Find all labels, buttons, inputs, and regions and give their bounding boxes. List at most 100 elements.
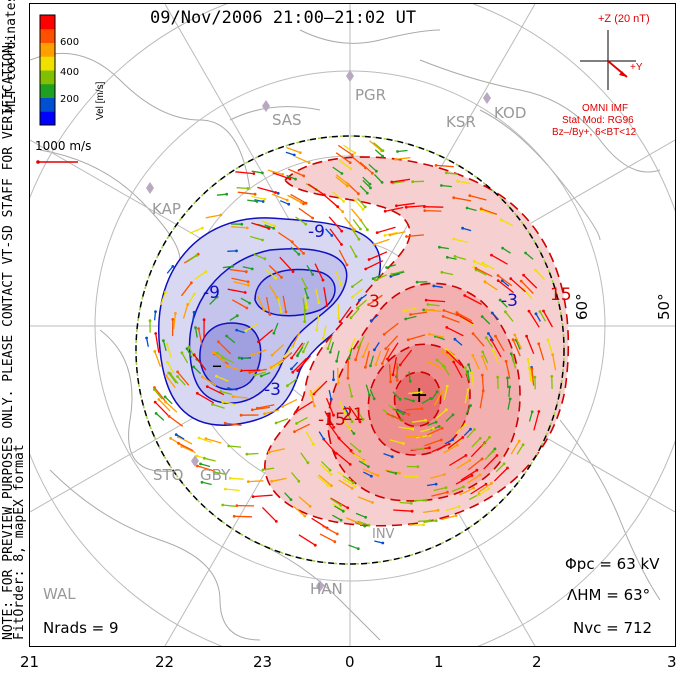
velocity-vector-origin (455, 311, 459, 315)
velocity-vector (273, 322, 279, 334)
velocity-vector (231, 226, 248, 229)
velocity-vector (456, 314, 474, 325)
velocity-vector (225, 422, 242, 427)
velocity-vector (254, 199, 264, 203)
velocity-vector (283, 345, 294, 357)
velocity-vector (197, 465, 214, 472)
velocity-vector (268, 284, 278, 298)
velocity-vector-origin (302, 202, 305, 206)
velocity-vector (290, 361, 299, 370)
velocity-vector (528, 310, 540, 328)
velocity-vector-origin (434, 164, 438, 167)
velocity-vector (277, 297, 282, 312)
velocity-vector-origin (350, 394, 354, 398)
velocity-vector (178, 442, 194, 452)
velocity-vector (505, 361, 511, 379)
page-title: 09/Nov/2006 21:00–21:02 UT (150, 8, 417, 28)
velocity-vector-origin (298, 151, 302, 155)
velocity-vector-origin (272, 331, 276, 335)
velocity-vector-origin (192, 292, 196, 296)
velocity-vector-origin (444, 171, 448, 175)
velocity-vector-origin (348, 427, 352, 431)
velocity-vector-origin (267, 450, 271, 454)
velocity-vector-origin (326, 484, 330, 487)
velocity-vector (362, 176, 371, 185)
velocity-vector (204, 457, 216, 462)
velocity-vector-origin (420, 407, 424, 411)
velocity-vector-origin (295, 422, 298, 425)
velocity-vector-origin (445, 326, 449, 329)
velocity-vector-origin (468, 459, 472, 462)
velocity-vector-origin (525, 334, 528, 338)
velocity-vector (333, 505, 344, 512)
velocity-vector-origin (472, 486, 476, 490)
velocity-vector (337, 144, 353, 156)
velocity-vector (399, 501, 412, 504)
velocity-vector-origin (340, 229, 344, 233)
velocity-vector (286, 174, 296, 180)
velocity-vector-origin (398, 397, 402, 401)
velocity-vector (332, 166, 343, 175)
velocity-vector-origin (297, 252, 301, 256)
velocity-vector-origin (537, 410, 541, 413)
velocity-vector (404, 397, 414, 402)
velocity-vector-origin (470, 371, 473, 375)
velocity-vector-origin (366, 228, 369, 232)
velocity-vector-origin (199, 462, 202, 466)
velocity-vector (250, 235, 263, 241)
velocity-vector-origin (335, 359, 339, 363)
velocity-vector-origin (339, 283, 343, 287)
velocity-vector-origin (163, 395, 167, 399)
velocity-vector-origin (538, 310, 542, 313)
velocity-vector (351, 228, 360, 240)
velocity-vector (552, 354, 557, 371)
velocity-vector (332, 514, 342, 521)
velocity-vector (359, 185, 368, 194)
velocity-vector-origin (306, 296, 310, 300)
velocity-vector-origin (490, 481, 493, 485)
velocity-vector (262, 467, 275, 471)
velocity-vector-origin (395, 204, 398, 208)
velocity-vector (456, 312, 473, 322)
velocity-vector (277, 231, 293, 243)
velocity-vector (295, 156, 310, 164)
velocity-vector (292, 332, 301, 347)
velocity-vector-origin (342, 199, 345, 203)
velocity-vector (440, 514, 457, 521)
velocity-vector-origin (145, 336, 149, 340)
velocity-vector-origin (274, 520, 278, 523)
velocity-vector (322, 193, 339, 208)
velocity-vector (173, 313, 177, 330)
velocity-vector-origin (530, 367, 534, 371)
velocity-vector (466, 207, 477, 212)
velocity-vector (316, 315, 320, 331)
velocity-vector-origin (550, 375, 554, 378)
velocity-vector-origin (204, 437, 208, 440)
velocity-vector (417, 519, 430, 523)
velocity-vector (356, 299, 367, 309)
station-han: HAN (310, 580, 343, 598)
velocity-vector (297, 355, 311, 372)
velocity-vector-origin (317, 301, 321, 304)
velocity-vector-origin (363, 460, 367, 463)
velocity-vector (429, 425, 440, 431)
colorbar-swatch (40, 70, 55, 85)
velocity-vector-origin (261, 468, 265, 472)
velocity-vector-origin (411, 180, 415, 184)
velocity-vector-origin (381, 541, 385, 545)
velocity-vector (406, 234, 424, 238)
velocity-vector (209, 296, 218, 305)
velocity-vector (385, 335, 399, 350)
velocity-vector (175, 434, 185, 440)
velocity-vector-origin (253, 192, 257, 196)
velocity-vector (424, 209, 442, 212)
velocity-vector (228, 387, 238, 391)
colorbar (39, 14, 56, 126)
min-marker: – (212, 353, 222, 377)
velocity-vector (372, 273, 383, 280)
velocity-vector-origin (215, 295, 219, 299)
velocity-vector-origin (359, 227, 362, 231)
velocity-vector (282, 398, 298, 408)
velocity-vector-origin (281, 173, 285, 176)
velocity-vector (395, 157, 411, 160)
